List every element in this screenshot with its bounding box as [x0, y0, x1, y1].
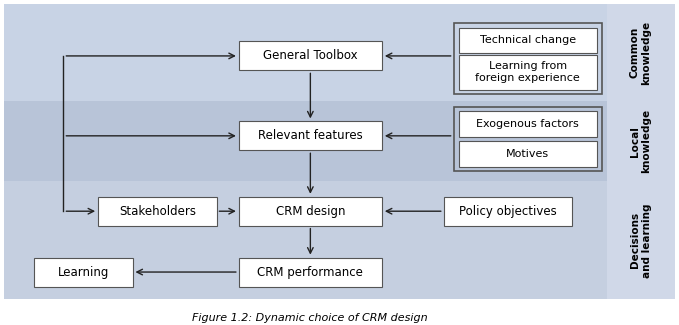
- Bar: [239, 121, 382, 150]
- Bar: [34, 257, 132, 287]
- Bar: [454, 23, 602, 94]
- Text: Figure 1.2: Dynamic choice of CRM design: Figure 1.2: Dynamic choice of CRM design: [192, 313, 428, 323]
- Bar: [458, 141, 597, 167]
- Bar: [239, 41, 382, 71]
- Bar: [239, 197, 382, 226]
- Text: Decisions
and learning: Decisions and learning: [630, 203, 652, 278]
- Bar: [606, 4, 675, 299]
- Bar: [4, 4, 606, 101]
- Bar: [458, 28, 597, 53]
- Text: Common
knowledge: Common knowledge: [630, 21, 652, 85]
- Text: Policy objectives: Policy objectives: [459, 205, 557, 218]
- Text: Learning from
foreign experience: Learning from foreign experience: [475, 61, 580, 83]
- Text: Stakeholders: Stakeholders: [119, 205, 196, 218]
- Bar: [4, 101, 606, 181]
- Text: CRM performance: CRM performance: [257, 266, 363, 279]
- Bar: [98, 197, 217, 226]
- Bar: [239, 257, 382, 287]
- Bar: [458, 55, 597, 89]
- Text: Local
knowledge: Local knowledge: [630, 109, 652, 173]
- Text: CRM design: CRM design: [276, 205, 345, 218]
- Text: Motives: Motives: [506, 149, 549, 159]
- Text: Technical change: Technical change: [479, 35, 576, 46]
- Bar: [443, 197, 572, 226]
- Bar: [454, 107, 602, 171]
- Text: General Toolbox: General Toolbox: [263, 49, 358, 62]
- Bar: [458, 111, 597, 137]
- Text: Relevant features: Relevant features: [258, 129, 363, 142]
- Bar: [4, 181, 606, 299]
- Text: Learning: Learning: [58, 266, 109, 279]
- Text: Exogenous factors: Exogenous factors: [476, 119, 579, 129]
